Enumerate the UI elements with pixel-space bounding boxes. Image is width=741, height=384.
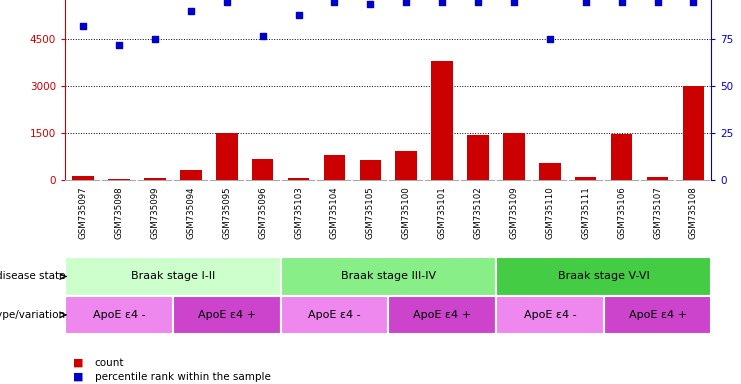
Point [616, 0, 628, 5]
Text: genotype/variation: genotype/variation [0, 310, 65, 320]
Text: ApoE ε4 +: ApoE ε4 + [628, 310, 686, 320]
Text: ApoE ε4 +: ApoE ε4 + [413, 310, 471, 320]
Point [221, 0, 233, 5]
Text: GSM735095: GSM735095 [222, 187, 231, 239]
Point [149, 36, 161, 43]
Bar [180, 169, 202, 180]
Point [365, 0, 376, 7]
Bar [539, 163, 561, 180]
Text: GSM735100: GSM735100 [402, 187, 411, 239]
Bar [503, 134, 525, 180]
Bar [468, 135, 489, 180]
Point [688, 0, 700, 5]
Point [579, 0, 591, 5]
Text: ApoE ε4 -: ApoE ε4 - [308, 310, 361, 320]
Text: GSM735096: GSM735096 [258, 187, 268, 239]
Text: disease state: disease state [0, 271, 65, 281]
Point [77, 23, 89, 29]
Text: GSM735103: GSM735103 [294, 187, 303, 239]
Bar [252, 159, 273, 180]
Text: ■: ■ [73, 358, 83, 368]
Point [436, 0, 448, 5]
Bar [431, 61, 453, 180]
Bar [496, 257, 711, 296]
Text: GSM735108: GSM735108 [689, 187, 698, 239]
Text: GSM735110: GSM735110 [545, 187, 554, 239]
Text: ApoE ε4 -: ApoE ε4 - [93, 310, 145, 320]
Text: GSM735102: GSM735102 [473, 187, 482, 239]
Bar [288, 178, 309, 180]
Bar [281, 257, 496, 296]
Point [508, 0, 520, 5]
Bar [604, 296, 711, 334]
Text: count: count [95, 358, 124, 368]
Point [651, 0, 663, 5]
Text: GSM735099: GSM735099 [150, 187, 159, 239]
Point [544, 36, 556, 43]
Point [328, 0, 340, 5]
Bar [144, 178, 166, 180]
Text: GSM735094: GSM735094 [186, 187, 196, 239]
Text: GSM735104: GSM735104 [330, 187, 339, 239]
Text: GSM735109: GSM735109 [509, 187, 519, 239]
Bar [359, 160, 381, 180]
Text: Braak stage III-IV: Braak stage III-IV [341, 271, 436, 281]
Text: ApoE ε4 -: ApoE ε4 - [523, 310, 576, 320]
Bar [108, 179, 130, 180]
Text: GSM735111: GSM735111 [581, 187, 591, 239]
Bar [73, 176, 94, 180]
Text: GSM735106: GSM735106 [617, 187, 626, 239]
Text: GSM735097: GSM735097 [79, 187, 87, 239]
Bar [496, 296, 604, 334]
Text: ApoE ε4 +: ApoE ε4 + [198, 310, 256, 320]
Bar [682, 86, 704, 180]
Bar [611, 134, 632, 180]
Bar [216, 134, 238, 180]
Bar [324, 156, 345, 180]
Point [113, 42, 125, 48]
Bar [65, 296, 173, 334]
Bar [173, 296, 281, 334]
Text: GSM735107: GSM735107 [653, 187, 662, 239]
Text: GSM735098: GSM735098 [115, 187, 124, 239]
Point [472, 0, 484, 5]
Point [293, 12, 305, 18]
Text: Braak stage I-II: Braak stage I-II [130, 271, 215, 281]
Text: GSM735101: GSM735101 [438, 187, 447, 239]
Bar [65, 257, 281, 296]
Text: ■: ■ [73, 372, 83, 382]
Point [400, 0, 412, 5]
Text: GSM735105: GSM735105 [366, 187, 375, 239]
Bar [388, 296, 496, 334]
Bar [281, 296, 388, 334]
Bar [647, 177, 668, 180]
Point [256, 33, 268, 39]
Point [185, 8, 197, 14]
Bar [396, 151, 417, 180]
Text: Braak stage V-VI: Braak stage V-VI [558, 271, 650, 281]
Text: percentile rank within the sample: percentile rank within the sample [95, 372, 270, 382]
Bar [575, 177, 597, 180]
